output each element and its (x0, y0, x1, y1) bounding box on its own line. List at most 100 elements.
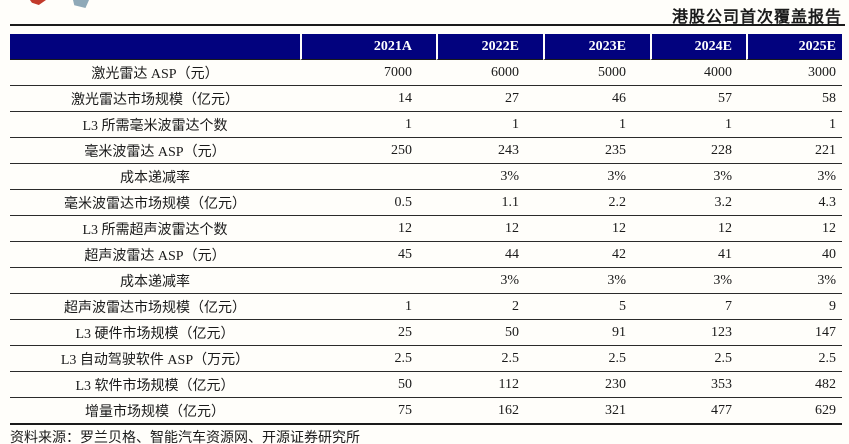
table-row: 增量市场规模（亿元） 75 162 321 477 629 (10, 398, 842, 425)
value-cell: 477 (650, 398, 746, 425)
value-cell: 3% (650, 164, 746, 190)
value-cell: 321 (543, 398, 650, 425)
table-row: L3 硬件市场规模（亿元） 25 50 91 123 147 (10, 320, 842, 346)
value-cell (300, 268, 436, 294)
value-cell: 0.5 (300, 190, 436, 216)
value-cell: 46 (543, 86, 650, 112)
row-label: 毫米波雷达 ASP（元） (10, 138, 300, 164)
value-cell: 3% (436, 164, 543, 190)
table-row: 成本递减率 3% 3% 3% 3% (10, 268, 842, 294)
row-label: 毫米波雷达市场规模（亿元） (10, 190, 300, 216)
table-header-row: 2021A 2022E 2023E 2024E 2025E (10, 34, 842, 60)
row-label: 激光雷达 ASP（元） (10, 60, 300, 86)
table-row: L3 所需毫米波雷达个数 1 1 1 1 1 (10, 112, 842, 138)
value-cell: 123 (650, 320, 746, 346)
value-cell: 3.2 (650, 190, 746, 216)
forecast-table: 2021A 2022E 2023E 2024E 2025E 激光雷达 ASP（元） 700… (10, 34, 842, 425)
value-cell: 1 (746, 112, 842, 138)
value-cell: 221 (746, 138, 842, 164)
value-cell: 1 (300, 112, 436, 138)
value-cell: 4.3 (746, 190, 842, 216)
value-cell: 12 (746, 216, 842, 242)
value-cell: 12 (543, 216, 650, 242)
value-cell: 5000 (543, 60, 650, 86)
value-cell: 50 (300, 372, 436, 398)
value-cell: 243 (436, 138, 543, 164)
value-cell (300, 164, 436, 190)
value-cell: 12 (300, 216, 436, 242)
value-cell: 5 (543, 294, 650, 320)
value-cell: 629 (746, 398, 842, 425)
table-header-year-cell: 2025E (746, 34, 842, 60)
row-label: 成本递减率 (10, 164, 300, 190)
value-cell: 40 (746, 242, 842, 268)
table-header-label-cell (10, 34, 300, 60)
row-label: L3 所需毫米波雷达个数 (10, 112, 300, 138)
table-row: 超声波雷达市场规模（亿元） 1 2 5 7 9 (10, 294, 842, 320)
table-row: L3 自动驾驶软件 ASP（万元） 2.5 2.5 2.5 2.5 2.5 (10, 346, 842, 372)
value-cell: 7 (650, 294, 746, 320)
value-cell: 45 (300, 242, 436, 268)
value-cell: 12 (436, 216, 543, 242)
row-label: 增量市场规模（亿元） (10, 398, 300, 425)
value-cell: 6000 (436, 60, 543, 86)
report-type-label: 港股公司首次覆盖报告 (671, 9, 842, 26)
value-cell: 58 (746, 86, 842, 112)
value-cell: 1 (650, 112, 746, 138)
table-row: 激光雷达市场规模（亿元） 14 27 46 57 58 (10, 86, 842, 112)
table-body: 激光雷达 ASP（元） 7000 6000 5000 4000 3000 激光雷达市场规模（… (10, 60, 842, 425)
value-cell: 112 (436, 372, 543, 398)
value-cell: 2.5 (543, 346, 650, 372)
row-label: L3 硬件市场规模（亿元） (10, 320, 300, 346)
row-label: L3 软件市场规模（亿元） (10, 372, 300, 398)
value-cell: 2.5 (650, 346, 746, 372)
header-divider (10, 24, 845, 26)
table-row: L3 软件市场规模（亿元） 50 112 230 353 482 (10, 372, 842, 398)
value-cell: 230 (543, 372, 650, 398)
table-row: 毫米波雷达市场规模（亿元） 0.5 1.1 2.2 3.2 4.3 (10, 190, 842, 216)
value-cell: 27 (436, 86, 543, 112)
value-cell: 14 (300, 86, 436, 112)
table-row: L3 所需超声波雷达个数 12 12 12 12 12 (10, 216, 842, 242)
value-cell: 1.1 (436, 190, 543, 216)
table-header-year-cell: 2022E (436, 34, 543, 60)
value-cell: 91 (543, 320, 650, 346)
value-cell: 3% (436, 268, 543, 294)
brand-logo-blue-fragment-icon (73, 0, 89, 8)
row-label: L3 自动驾驶软件 ASP（万元） (10, 346, 300, 372)
value-cell: 4000 (650, 60, 746, 86)
value-cell: 3% (746, 164, 842, 190)
value-cell: 2.5 (300, 346, 436, 372)
value-cell: 44 (436, 242, 543, 268)
value-cell: 3% (746, 268, 842, 294)
value-cell: 57 (650, 86, 746, 112)
value-cell: 42 (543, 242, 650, 268)
source-note: 资料来源：罗兰贝格、智能汽车资源网、开源证券研究所 (10, 431, 360, 444)
value-cell: 1 (300, 294, 436, 320)
row-label: 成本递减率 (10, 268, 300, 294)
table-row: 毫米波雷达 ASP（元） 250 243 235 228 221 (10, 138, 842, 164)
table-header: 2021A 2022E 2023E 2024E 2025E (10, 34, 842, 60)
row-label: 超声波雷达市场规模（亿元） (10, 294, 300, 320)
row-label: 超声波雷达 ASP（元） (10, 242, 300, 268)
row-label: 激光雷达市场规模（亿元） (10, 86, 300, 112)
value-cell: 1 (436, 112, 543, 138)
value-cell: 2.5 (436, 346, 543, 372)
table-header-year-cell: 2024E (650, 34, 746, 60)
row-label: L3 所需超声波雷达个数 (10, 216, 300, 242)
value-cell: 482 (746, 372, 842, 398)
brand-logo-red-fragment-icon (30, 0, 46, 5)
value-cell: 7000 (300, 60, 436, 86)
table-row: 激光雷达 ASP（元） 7000 6000 5000 4000 3000 (10, 60, 842, 86)
value-cell: 235 (543, 138, 650, 164)
value-cell: 3000 (746, 60, 842, 86)
value-cell: 41 (650, 242, 746, 268)
value-cell: 3% (650, 268, 746, 294)
value-cell: 2.2 (543, 190, 650, 216)
table-row: 超声波雷达 ASP（元） 45 44 42 41 40 (10, 242, 842, 268)
value-cell: 50 (436, 320, 543, 346)
value-cell: 75 (300, 398, 436, 425)
value-cell: 147 (746, 320, 842, 346)
value-cell: 353 (650, 372, 746, 398)
